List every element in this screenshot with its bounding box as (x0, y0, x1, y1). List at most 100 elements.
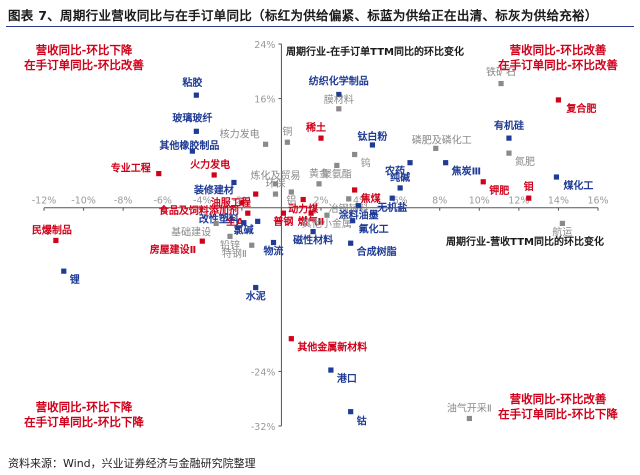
quadrant-line: 在手订单同比-环比下降 (24, 415, 144, 429)
data-point (466, 415, 472, 422)
data-point (352, 151, 358, 158)
data-point (249, 242, 255, 248)
data-label: 其他橡胶制品 (159, 139, 219, 152)
data-point (245, 210, 251, 216)
data-point (253, 191, 259, 197)
data-point (156, 171, 162, 177)
y-tick-label: 24% (254, 40, 275, 51)
data-point (389, 195, 395, 201)
data-label: 燃气Ⅱ (298, 215, 325, 228)
data-label: 炼化及贸易 (250, 169, 300, 182)
data-point (348, 240, 354, 246)
y-tick-label: -32% (251, 422, 276, 433)
data-label: 环保 (265, 177, 285, 190)
quadrant-label-bottom-right: 营收同比-环比改善 在手订单同比-环比下降 (488, 392, 628, 422)
data-label: 磁性材料 (293, 234, 333, 247)
data-point (61, 268, 67, 274)
x-tick-label: -12% (32, 196, 57, 207)
data-label: 港口 (337, 372, 357, 385)
source-note: 资料来源：Wind，兴业证券经济与金融研究院整理 (8, 457, 256, 470)
data-point (227, 233, 233, 239)
data-point (318, 135, 324, 141)
data-label: 铜 (282, 126, 292, 138)
data-label: 钾肥 (489, 184, 509, 197)
data-label: 特钢Ⅱ (222, 247, 247, 260)
data-point (193, 92, 199, 98)
data-point (443, 160, 449, 166)
data-label: 普钢 (273, 215, 293, 228)
data-label: 磷肥及磷化工 (412, 133, 472, 146)
x-tick-label: 8% (432, 196, 447, 207)
x-tick-label: -4% (193, 196, 212, 207)
data-label: 改性塑料 (199, 213, 239, 226)
data-point (336, 106, 342, 112)
data-label: 房屋建设Ⅱ (150, 243, 197, 256)
data-label: 黄金 (309, 167, 329, 180)
data-label: 氯碱 (234, 223, 254, 236)
x-tick-label: 2% (313, 196, 328, 207)
data-label: 氟化工 (359, 223, 389, 236)
data-point (255, 218, 261, 224)
data-label: 无机盐 (376, 201, 407, 214)
data-label: 铝 (286, 195, 296, 207)
x-tick-label: -10% (71, 196, 96, 207)
data-label: 钨 (361, 157, 371, 170)
quadrant-line: 营收同比-环比下降 (35, 43, 133, 57)
quadrant-label-top-left: 营收同比-环比下降 在手订单同比-环比改善 (14, 43, 154, 73)
data-label: 基础建设 (171, 225, 211, 238)
data-point (352, 187, 358, 193)
data-point (189, 148, 195, 154)
data-point (407, 160, 413, 166)
data-label: 纺织化学制品 (309, 74, 369, 87)
data-point (308, 210, 314, 216)
data-label: 焦炭Ⅲ (451, 165, 481, 178)
quadrant-label-bottom-left: 营收同比-环比下降 在手订单同比-环比下降 (14, 400, 154, 430)
data-label: 其他小金属 (302, 217, 352, 230)
quadrant-line: 营收同比-环比改善 (509, 392, 607, 406)
data-label: 核力发电 (220, 127, 260, 140)
data-point (328, 367, 334, 373)
x-tick-label: 6% (393, 196, 408, 207)
data-point (199, 238, 205, 244)
data-label: 有机硅 (494, 119, 524, 132)
y-axis-title: 周期行业-在手订单TTM同比的环比变化 (286, 47, 464, 58)
data-point (288, 336, 294, 342)
data-point (272, 181, 279, 187)
data-point (559, 220, 565, 227)
data-point (336, 91, 342, 98)
data-point (355, 203, 362, 209)
data-label: 铅锌 (220, 238, 240, 251)
data-label: 农药 (384, 165, 405, 178)
x-tick-label: -6% (153, 196, 172, 207)
data-label: 食品及饲料添加剂 (158, 204, 239, 217)
figure-title: 图表 7、周期行业营收同比与在手订单同比（标红为供给偏紧、标蓝为供给正在出清、标… (8, 8, 598, 23)
data-label: 油服工程 (211, 196, 251, 209)
data-point (526, 195, 532, 201)
data-label: 氮肥 (515, 155, 535, 168)
data-label: 专业工程 (111, 162, 151, 175)
x-tick-label: 16% (587, 196, 608, 207)
data-point (346, 196, 352, 202)
data-label: 稀土 (306, 121, 326, 134)
data-label: 玻璃玻纤 (172, 111, 212, 124)
data-point (53, 237, 59, 244)
data-point (316, 181, 322, 187)
data-point (506, 135, 512, 141)
data-point (288, 189, 294, 195)
data-point (300, 196, 306, 203)
data-point (348, 409, 354, 415)
data-label: 其他金属新材料 (297, 341, 367, 354)
data-point (239, 200, 245, 206)
data-label: 复合肥 (565, 102, 596, 115)
x-tick-label: 4% (353, 196, 368, 207)
data-label: 铁矿石 (486, 66, 516, 79)
data-label: 纯碱 (390, 171, 410, 184)
data-label: 火力发电 (190, 158, 230, 171)
data-label: 钴 (357, 415, 367, 428)
data-point (280, 210, 287, 216)
data-label: 装修建材 (193, 183, 234, 196)
data-label: 焦煤 (360, 192, 381, 205)
y-tick-label: -24% (251, 367, 276, 378)
data-point (506, 150, 512, 156)
